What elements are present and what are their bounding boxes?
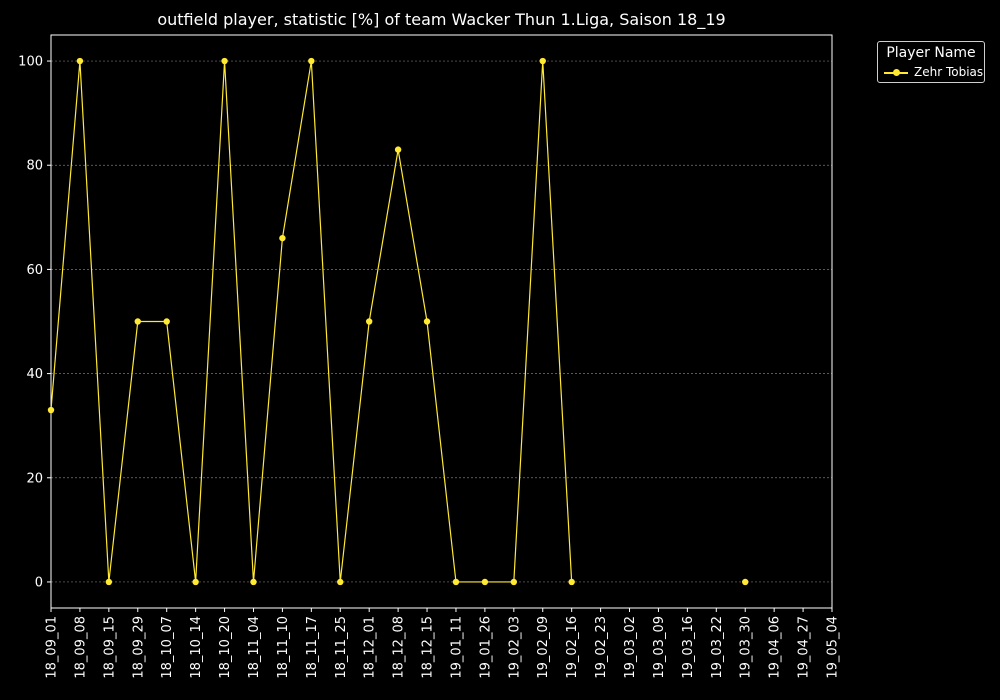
x-tick-label: 19_04_06 bbox=[768, 616, 783, 679]
y-tick-label: 20 bbox=[26, 471, 43, 486]
data-point bbox=[76, 57, 84, 65]
x-tick-label: 19_02_23 bbox=[594, 616, 609, 679]
data-point bbox=[481, 578, 489, 586]
data-point bbox=[163, 318, 170, 325]
data-point bbox=[105, 578, 113, 586]
legend-marker-swatch bbox=[893, 69, 900, 76]
y-tick-label: 100 bbox=[18, 55, 43, 70]
data-point bbox=[308, 57, 315, 65]
x-tick-label: 19_02_03 bbox=[507, 616, 522, 679]
x-tick-label: 19_03_02 bbox=[623, 616, 638, 679]
data-point bbox=[337, 578, 344, 586]
x-tick-label: 18_12_15 bbox=[421, 616, 436, 679]
x-tick-label: 18_10_07 bbox=[160, 616, 175, 679]
x-tick-label: 19_03_16 bbox=[681, 616, 696, 679]
data-point bbox=[452, 578, 460, 586]
x-tick-label: 18_09_29 bbox=[131, 616, 146, 679]
x-tick-label: 18_12_08 bbox=[392, 616, 407, 679]
data-point bbox=[250, 578, 257, 586]
data-point bbox=[134, 318, 141, 325]
data-point bbox=[192, 578, 199, 586]
x-tick-label: 18_09_08 bbox=[73, 616, 88, 679]
x-tick-label: 18_11_17 bbox=[305, 616, 320, 679]
y-tick-label: 0 bbox=[35, 575, 43, 590]
x-tick-label: 19_03_30 bbox=[739, 616, 754, 679]
series-line bbox=[50, 60, 573, 583]
x-tick-label: 18_09_15 bbox=[102, 616, 117, 679]
x-tick-label: 19_02_16 bbox=[565, 616, 580, 679]
data-point bbox=[221, 57, 228, 65]
x-tick-label: 18_10_20 bbox=[218, 616, 233, 679]
x-tick-label: 18_11_10 bbox=[276, 616, 291, 679]
x-tick-label: 19_03_09 bbox=[652, 616, 667, 679]
chart-title: outfield player, statistic [%] of team W… bbox=[157, 10, 726, 29]
x-tick-label: 19_04_27 bbox=[797, 616, 812, 679]
legend-title: Player Name bbox=[886, 45, 976, 61]
x-tick-label: 18_10_14 bbox=[189, 616, 204, 679]
x-tick-label: 19_03_22 bbox=[710, 616, 725, 679]
data-point bbox=[47, 406, 55, 414]
y-tick-label: 60 bbox=[26, 263, 43, 278]
data-point bbox=[510, 578, 518, 586]
data-point bbox=[423, 318, 431, 325]
data-point bbox=[539, 57, 546, 65]
x-tick-label: 18_11_25 bbox=[334, 616, 349, 679]
x-tick-label: 19_02_09 bbox=[536, 616, 551, 679]
x-tick-label: 19_05_04 bbox=[826, 616, 841, 679]
legend: Player Name Zehr Tobias bbox=[877, 41, 985, 83]
data-point bbox=[742, 578, 749, 586]
data-point bbox=[568, 578, 575, 586]
x-tick-label: 19_01_26 bbox=[478, 616, 493, 679]
plot-frame bbox=[50, 34, 833, 609]
x-tick-label: 18_09_01 bbox=[45, 616, 60, 679]
x-tick-label: 18_12_01 bbox=[363, 616, 378, 679]
y-tick-label: 40 bbox=[26, 367, 43, 382]
legend-label: Zehr Tobias bbox=[914, 65, 984, 79]
data-point bbox=[394, 146, 402, 153]
x-tick-label: 18_11_04 bbox=[247, 616, 262, 679]
x-tick-label: 19_01_11 bbox=[449, 616, 464, 679]
data-point bbox=[279, 234, 286, 242]
y-tick-label: 80 bbox=[26, 159, 43, 174]
data-point bbox=[365, 318, 373, 325]
